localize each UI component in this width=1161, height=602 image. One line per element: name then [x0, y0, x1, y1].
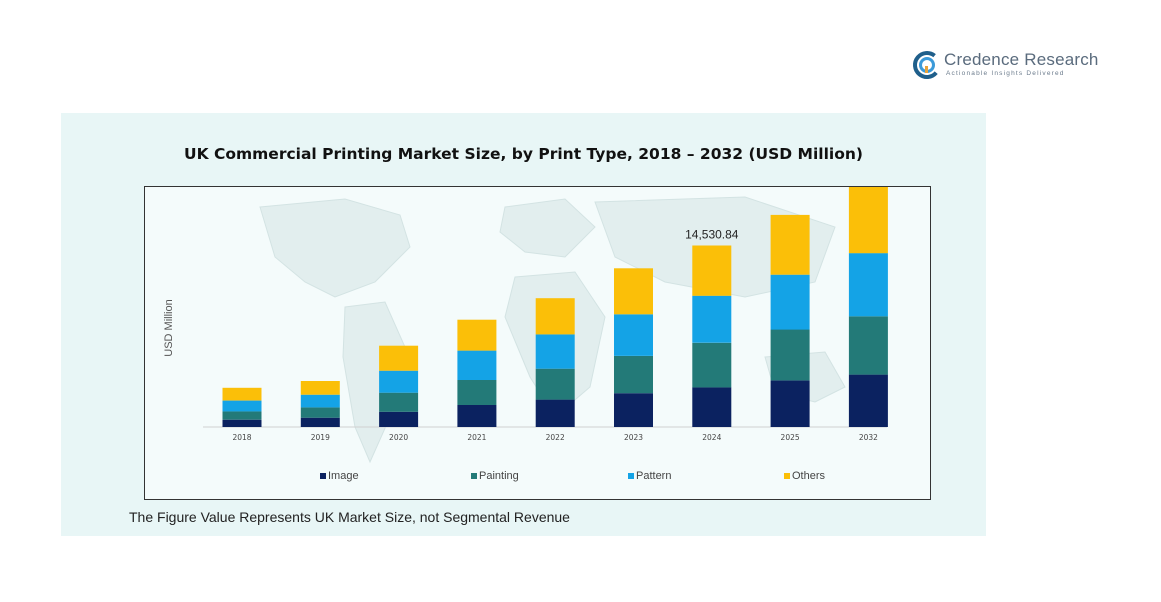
- bar-others-2021: [457, 319, 497, 351]
- legend-label-pattern: Pattern: [636, 470, 671, 482]
- brand-name: Credence Research: [944, 50, 1099, 69]
- bar-painting-2019: [300, 407, 340, 418]
- x-tick-2025: 2025: [781, 433, 800, 442]
- bar-image-2022: [535, 399, 575, 427]
- bar-pattern-2020: [379, 370, 419, 393]
- credence-c-logo-icon: [913, 51, 941, 79]
- x-tick-labels: 2018 2019 2020 2021 2022 2023 2024 2025 2032: [232, 433, 878, 442]
- bar-stacks: [222, 187, 888, 427]
- bar-painting-2023: [614, 356, 653, 394]
- bar-pattern-2021: [457, 350, 497, 380]
- bar-pattern-2022: [535, 334, 575, 369]
- bar-others-2018: [222, 387, 262, 401]
- data-label-2024: 14,530.84: [685, 228, 739, 242]
- bar-others-2022: [535, 298, 575, 335]
- bar-pattern-2018: [222, 400, 262, 412]
- legend-item-pattern: Pattern: [628, 470, 671, 482]
- x-tick-2021: 2021: [467, 433, 486, 442]
- bar-others-2025: [770, 214, 810, 275]
- bar-painting-2022: [535, 368, 575, 400]
- bar-pattern-2023: [614, 314, 653, 356]
- bar-painting-2020: [379, 392, 419, 412]
- legend-item-image: Image: [320, 470, 359, 482]
- brand-logo: Credence Research Actionable Insights De…: [912, 48, 1112, 84]
- bar-image-2019: [300, 417, 340, 427]
- bar-pattern-2025: [770, 274, 810, 330]
- bar-image-2020: [379, 411, 419, 427]
- brand-tagline: Actionable Insights Delivered: [946, 70, 1065, 77]
- x-tick-2018: 2018: [232, 433, 251, 442]
- legend-label-image: Image: [328, 470, 359, 482]
- x-tick-2032: 2032: [859, 433, 878, 442]
- bar-others-2019: [300, 381, 340, 395]
- bar-painting-2032: [848, 316, 888, 375]
- bar-painting-2018: [222, 411, 262, 420]
- footnote: The Figure Value Represents UK Market Si…: [129, 509, 570, 525]
- bar-others-2023: [614, 268, 653, 315]
- legend-label-others: Others: [792, 470, 826, 482]
- bar-image-2021: [457, 405, 497, 427]
- data-labels: 14,530.8421,064.98: [685, 228, 739, 242]
- chart-title: UK Commercial Printing Market Size, by P…: [183, 145, 864, 163]
- bar-painting-2021: [457, 380, 497, 405]
- bar-pattern-2019: [300, 394, 340, 408]
- legend-item-painting: Painting: [471, 470, 519, 482]
- bar-image-2032: [848, 374, 888, 427]
- x-tick-2019: 2019: [311, 433, 330, 442]
- bar-image-2018: [222, 419, 262, 427]
- bar-pattern-2032: [848, 253, 888, 317]
- y-axis-label: USD Million: [163, 299, 175, 356]
- bar-others-2020: [379, 345, 419, 371]
- legend-item-others: Others: [784, 470, 826, 482]
- bar-others-2032: [848, 187, 888, 254]
- legend-swatch-others: [784, 473, 790, 479]
- bar-painting-2025: [770, 329, 810, 381]
- legend-swatch-image: [320, 473, 326, 479]
- x-tick-2020: 2020: [389, 433, 408, 442]
- chart-frame: USD Million 2018 2019 2020 2021 2022 2023 2024…: [144, 186, 931, 500]
- bar-pattern-2024: [692, 295, 732, 343]
- legend-swatch-pattern: [628, 473, 634, 479]
- legend-swatch-painting: [471, 473, 477, 479]
- bar-image-2023: [614, 393, 653, 427]
- chart-panel: UK Commercial Printing Market Size, by P…: [61, 113, 986, 536]
- bar-image-2025: [770, 380, 810, 427]
- bar-image-2024: [692, 387, 732, 427]
- legend-label-painting: Painting: [479, 470, 519, 482]
- stacked-bar-chart: USD Million 2018 2019 2020 2021 2022 2023 2024…: [163, 187, 888, 482]
- x-tick-2024: 2024: [702, 433, 721, 442]
- x-tick-2023: 2023: [624, 433, 643, 442]
- bar-others-2024: [692, 245, 732, 296]
- legend: Image Painting Pattern Others: [320, 470, 826, 482]
- bar-painting-2024: [692, 342, 732, 388]
- x-tick-2022: 2022: [546, 433, 565, 442]
